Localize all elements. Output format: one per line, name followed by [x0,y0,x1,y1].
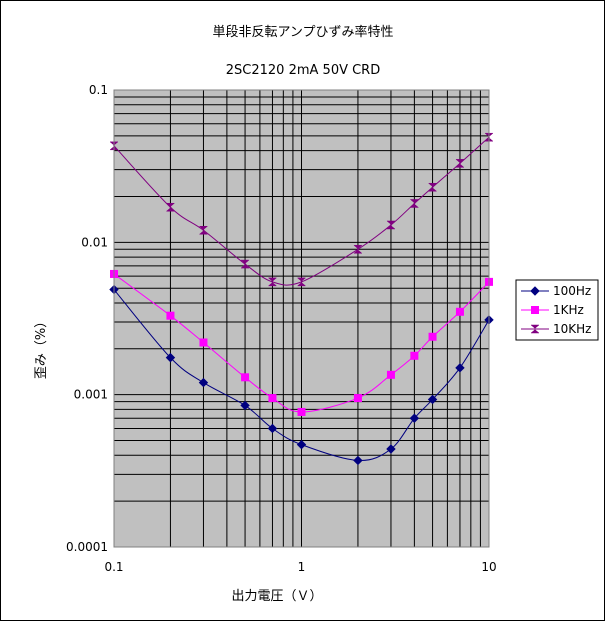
data-point-100Hz [427,394,438,405]
data-point-10KHz [386,220,396,230]
data-point-100Hz [198,377,209,388]
y-tick-label: 0.001 [74,388,108,402]
legend: 100Hz 1KHz 10KHz [515,279,599,341]
data-point-10KHz [455,159,465,168]
chart-subtitle: 2SC2120 2mA 50V CRD [226,63,380,78]
data-point-10KHz [427,182,438,192]
data-point-100Hz [353,455,363,466]
data-point-1KHz [166,311,175,320]
data-point-10KHz [296,277,307,287]
legend-marker-10KHz [530,324,540,334]
data-point-1KHz [428,332,437,341]
tick-labels: 0.1 1 10 0.1 0.01 0.001 0.0001 [66,83,497,574]
series-layer [109,132,494,466]
data-point-100Hz [165,352,176,363]
data-point-100Hz [296,439,307,450]
data-point-100Hz [267,423,278,434]
data-point-10KHz [353,245,363,254]
y-tick-label: 0.1 [89,83,108,97]
data-point-10KHz [240,259,250,269]
legend-label-10KHz: 10KHz [553,322,591,336]
data-point-1KHz [297,407,306,416]
data-point-10KHz [267,277,278,287]
x-tick-label: 10 [481,560,496,574]
legend-marker-1KHz [531,306,539,314]
data-point-10KHz [165,202,176,212]
data-point-1KHz [199,338,208,347]
legend-label-1KHz: 1KHz [553,303,584,317]
data-point-100Hz [409,413,420,423]
data-point-1KHz [386,370,395,379]
legend-marker-100Hz [530,286,540,296]
legend-label-100Hz: 100Hz [553,284,591,298]
plot-border [113,89,490,548]
x-tick-label: 1 [298,560,306,574]
chart-title: 単段非反転アンプひずみ率特性 [212,24,393,40]
grid-lines [114,90,489,547]
data-point-100Hz [455,363,465,373]
data-point-1KHz [353,394,362,403]
y-tick-label: 0.0001 [66,540,108,554]
data-point-1KHz [455,307,464,316]
x-axis-title: 出力電圧（Ｖ） [231,589,322,604]
data-point-1KHz [241,373,250,382]
data-point-100Hz [386,444,396,454]
data-point-10KHz [198,226,209,235]
y-tick-label: 0.01 [81,235,108,249]
data-point-1KHz [268,394,277,403]
x-tick-label: 0.1 [104,560,123,574]
data-point-10KHz [409,199,420,208]
y-axis-title: 歪み（%） [34,315,49,379]
data-point-1KHz [410,351,419,360]
data-point-100Hz [240,400,250,411]
